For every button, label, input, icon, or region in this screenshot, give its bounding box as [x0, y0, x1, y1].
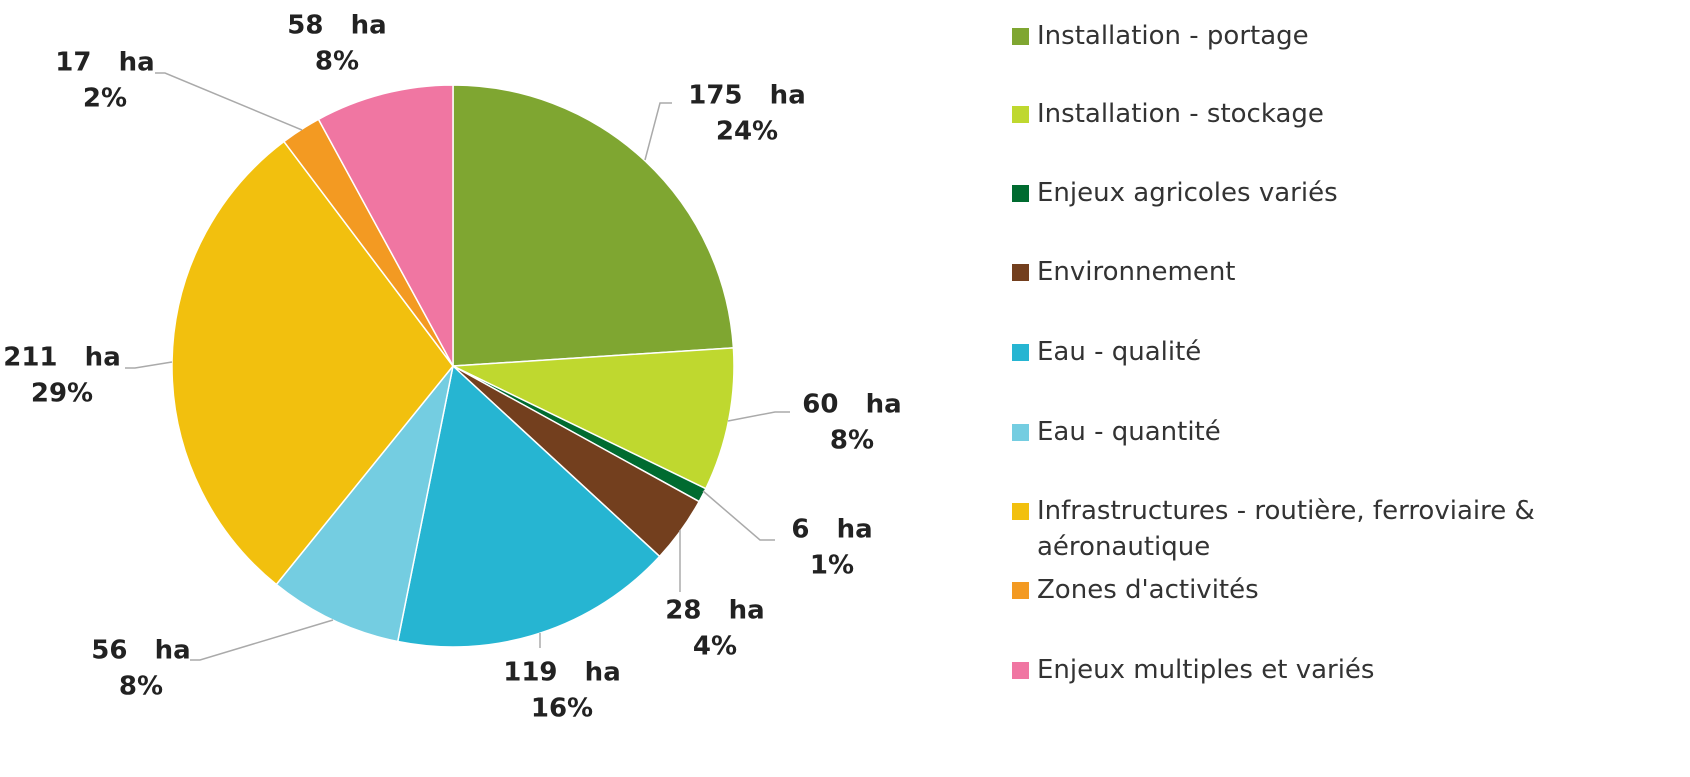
pie-slice [171, 140, 454, 586]
pie-slice [275, 365, 454, 643]
legend-swatch [1012, 582, 1029, 599]
legend-label: Enjeux multiples et variés [1037, 655, 1375, 685]
legend-item: Installation - portage [1012, 18, 1682, 54]
percent-label: 8% [315, 47, 359, 77]
leader-line [155, 72, 303, 131]
legend-label: Enjeux agricoles variés [1037, 178, 1338, 208]
percent-label: 4% [693, 632, 737, 662]
legend-swatch [1012, 185, 1029, 202]
leader-line [644, 102, 672, 161]
legend-label: Environnement [1037, 257, 1236, 287]
percent-label: 8% [119, 672, 163, 702]
leader-line [727, 411, 790, 422]
legend-swatch [1012, 662, 1029, 679]
legend-label: Installation - portage [1037, 21, 1309, 51]
legend-swatch [1012, 106, 1029, 123]
percent-label: 16% [531, 694, 593, 724]
value-label: 175 ha [688, 81, 805, 111]
legend-item: Enjeux agricoles variés [1012, 175, 1682, 211]
legend-swatch [1012, 503, 1029, 520]
pie-slice [452, 84, 735, 367]
leader-line [190, 619, 334, 661]
legend-label: Installation - stockage [1037, 99, 1324, 129]
legend-swatch [1012, 424, 1029, 441]
value-label: 60 ha [802, 390, 901, 420]
legend-label: Eau - quantité [1037, 417, 1221, 447]
legend-item: Eau - quantité [1012, 414, 1682, 450]
value-label: 58 ha [287, 11, 386, 41]
value-label: 211 ha [3, 343, 120, 373]
percent-label: 1% [810, 551, 854, 581]
value-label: 56 ha [91, 636, 190, 666]
percent-label: 2% [83, 84, 127, 114]
percent-label: 24% [716, 117, 778, 147]
percent-label: 8% [830, 426, 874, 456]
legend-swatch [1012, 28, 1029, 45]
pie-slice [450, 347, 735, 490]
value-label: 28 ha [665, 596, 764, 626]
leader-line [702, 490, 775, 541]
legend-swatch [1012, 344, 1029, 361]
legend-item: Environnement [1012, 254, 1682, 290]
leader-line [125, 361, 173, 369]
value-label: 119 ha [503, 658, 620, 688]
legend-item: Zones d'activités [1012, 572, 1682, 608]
legend-item: Installation - stockage [1012, 96, 1682, 132]
legend-item: Infrastructures - routière, ferroviaire … [1012, 493, 1682, 565]
legend-label: Eau - qualité [1037, 337, 1202, 367]
value-label: 17 ha [55, 48, 154, 78]
value-label: 6 ha [791, 515, 872, 545]
legend-swatch [1012, 264, 1029, 281]
legend-label: Infrastructures - routière, ferroviaire … [1037, 496, 1535, 562]
legend-item: Enjeux multiples et variés [1012, 652, 1682, 688]
legend-item: Eau - qualité [1012, 334, 1682, 370]
legend-label: Zones d'activités [1037, 575, 1259, 605]
pie-slice [317, 84, 454, 367]
percent-label: 29% [31, 379, 93, 409]
